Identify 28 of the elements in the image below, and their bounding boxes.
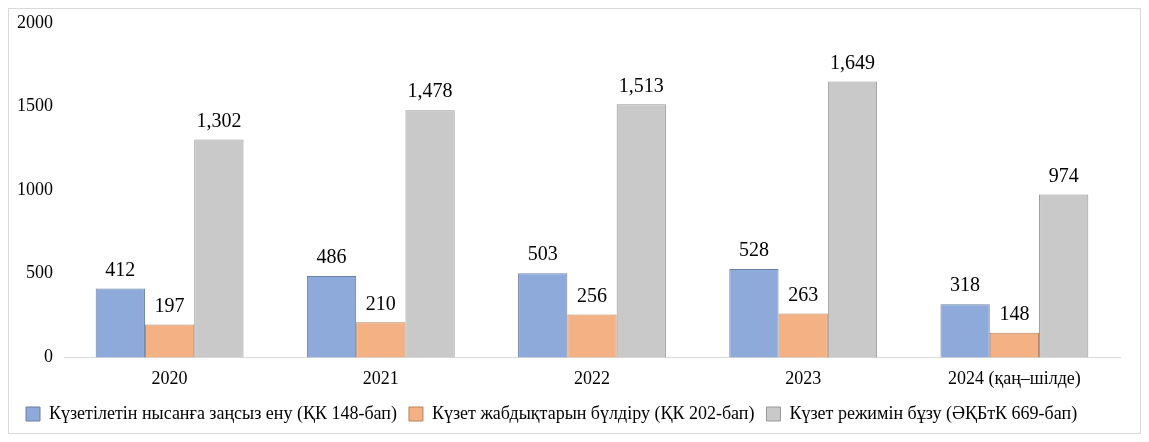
data-label: 197	[154, 293, 185, 316]
data-label: 1,513	[618, 73, 664, 96]
y-tick-label: 500	[26, 262, 53, 283]
x-tick-label: 2021	[362, 367, 399, 388]
x-tick-label: 2024 (қаң–шілде)	[947, 367, 1081, 389]
legend-label: Күзет жабдықтарын бүлдіру (ҚК 202-бап)	[431, 402, 755, 424]
x-tick-label: 2022	[574, 367, 610, 388]
y-tick-label: 1000	[17, 178, 53, 199]
data-label: 256	[577, 283, 607, 306]
data-label: 1,478	[407, 79, 453, 102]
y-tick-label: 1500	[17, 95, 53, 116]
data-label: 412	[105, 257, 136, 280]
data-label: 148	[999, 301, 1030, 324]
data-label: 1,302	[196, 108, 242, 131]
data-label: 318	[950, 273, 981, 296]
data-label: 974	[1048, 163, 1079, 186]
data-label: 528	[738, 238, 769, 261]
data-label: 210	[365, 291, 396, 314]
x-tick-label: 2023	[785, 367, 822, 388]
data-label: 503	[527, 242, 558, 265]
y-tick-label: 0	[44, 346, 53, 367]
legend-label: Күзет режимін бұзу (ӘҚБтК 669-бап)	[789, 402, 1078, 424]
y-tick-label: 2000	[17, 11, 53, 32]
legend-label: Күзетілетін нысанға заңсыз ену (ҚК 148-бап)	[49, 402, 397, 424]
data-label: 1,649	[829, 50, 875, 73]
data-label: 486	[316, 245, 347, 268]
data-label: 263	[788, 282, 819, 305]
x-tick-label: 2020	[151, 367, 188, 388]
